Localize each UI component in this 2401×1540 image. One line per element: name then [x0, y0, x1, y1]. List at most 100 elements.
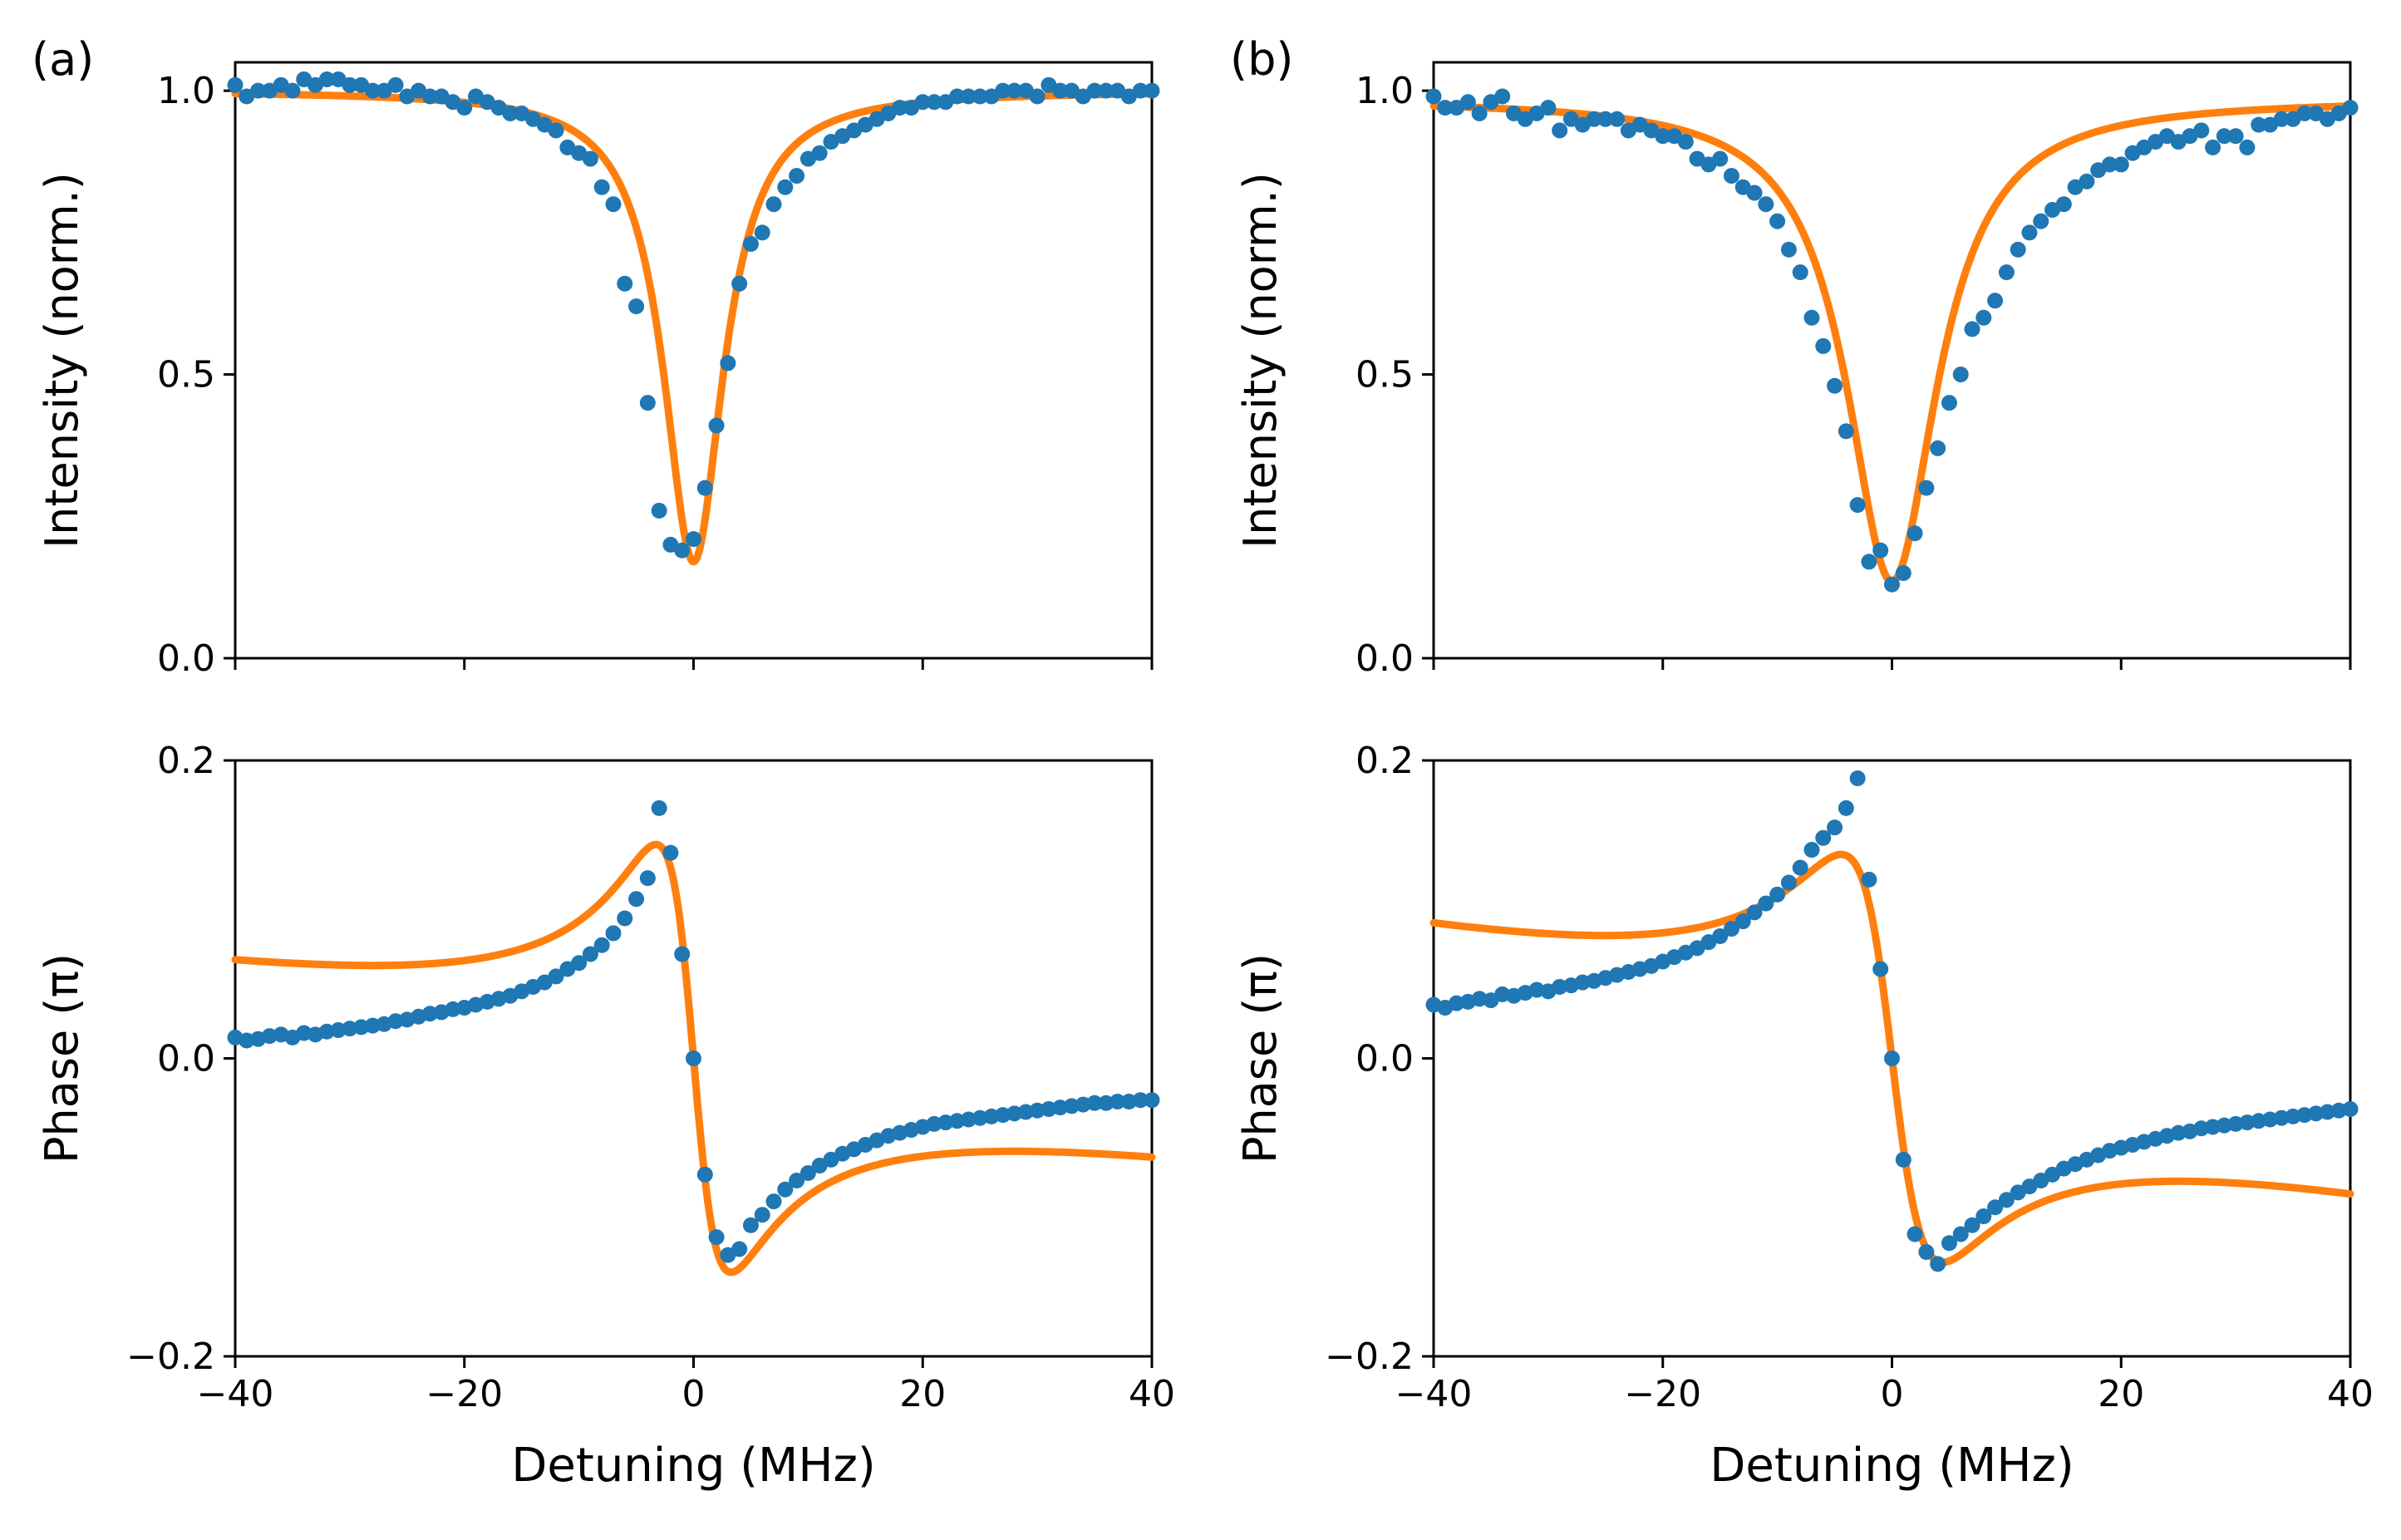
data-point [502, 105, 519, 121]
data-point [1780, 241, 1797, 258]
data-point [983, 1108, 1000, 1124]
data-point [1964, 321, 1980, 337]
data-point [892, 100, 908, 116]
plot-frame-0 [234, 61, 1154, 660]
data-point [1849, 497, 1866, 514]
x-tick-label: 0 [682, 1373, 706, 1415]
data-point [1574, 974, 1591, 991]
y-tick-label: 0.0 [157, 637, 215, 680]
y-tick-label: −0.2 [1325, 1336, 1414, 1378]
data-point [1872, 542, 1889, 558]
data-point [789, 1172, 805, 1188]
x-tick-label: −40 [1395, 1373, 1473, 1415]
data-point [342, 1021, 358, 1037]
data-point [2227, 128, 2244, 145]
data-point [342, 76, 358, 93]
data-point [1086, 1095, 1103, 1111]
data-point [674, 946, 691, 962]
data-point [2227, 1115, 2244, 1132]
data-point [1132, 1092, 1149, 1109]
data-point [686, 531, 701, 548]
data-point [1098, 1095, 1114, 1111]
data-point [1494, 986, 1511, 1002]
data-point [960, 1111, 977, 1128]
y-tick-label: 0.5 [157, 354, 215, 396]
data-point [777, 1181, 794, 1198]
data-point [651, 800, 667, 816]
data-point [1006, 1105, 1023, 1122]
data-point [674, 542, 691, 558]
data-point [2273, 111, 2290, 127]
data-point [1827, 819, 1843, 836]
data-point [445, 1001, 461, 1017]
x-axis-label: Detuning (MHz) [511, 1439, 875, 1493]
data-point [2193, 1120, 2210, 1137]
data-point [1746, 185, 1763, 201]
data-point [1907, 1226, 1923, 1242]
data-point [1063, 1098, 1080, 1114]
data-point [1597, 111, 1614, 127]
data-point [548, 968, 564, 985]
data-point [353, 1019, 370, 1036]
y-axis-label: Phase (π) [36, 953, 88, 1164]
y-axis-label: Phase (π) [1234, 953, 1287, 1164]
data-point [1930, 1256, 1946, 1272]
data-point [1017, 1104, 1034, 1120]
data-point [926, 94, 942, 111]
data-point [2296, 105, 2313, 121]
data-point [617, 910, 633, 927]
data-point [2319, 1104, 2335, 1120]
data-point [800, 1165, 816, 1182]
data-point [582, 946, 598, 962]
data-point [2273, 1109, 2290, 1126]
data-point [949, 1113, 966, 1129]
data-point [2079, 173, 2095, 189]
data-point [811, 145, 828, 161]
data-point [1861, 871, 1877, 888]
data-point [2296, 1107, 2313, 1124]
data-point [1471, 991, 1488, 1007]
data-point [1144, 1092, 1160, 1109]
data-point [1041, 1100, 1057, 1117]
data-point [1144, 82, 1160, 99]
data-point [1758, 895, 1774, 912]
data-point [1884, 1050, 1900, 1066]
data-point [1029, 88, 1046, 105]
data-point [296, 1025, 312, 1041]
data-point [1803, 309, 1820, 326]
data-point [777, 179, 794, 195]
data-point [1552, 978, 1568, 995]
data-point [1975, 1208, 1992, 1225]
data-point [1758, 196, 1774, 213]
data-point [2239, 139, 2256, 155]
data-point [1132, 82, 1149, 99]
data-point [1838, 800, 1854, 816]
data-point [318, 1023, 335, 1040]
data-point [742, 1217, 759, 1233]
data-point [1803, 842, 1820, 859]
data-point [2239, 1114, 2256, 1131]
data-point [1987, 1199, 2004, 1216]
data-point [1769, 213, 1786, 229]
data-point [1941, 1235, 1957, 1252]
data-point [2216, 128, 2232, 145]
data-point [1952, 367, 1969, 383]
data-point [1723, 921, 1739, 937]
data-point [2021, 224, 2038, 241]
data-point [1052, 82, 1069, 99]
data-point [1952, 1226, 1969, 1242]
data-point [1861, 554, 1877, 570]
data-point [754, 1207, 770, 1223]
x-tick-label: 20 [2098, 1373, 2144, 1415]
data-point [696, 1166, 713, 1183]
data-point [1780, 874, 1797, 891]
panel-label: (a) [32, 33, 94, 86]
y-tick-label: 1.0 [157, 70, 215, 112]
data-point [1895, 565, 1911, 582]
y-tick-label: 0.0 [157, 1038, 215, 1080]
y-axis-label: Intensity (norm.) [36, 172, 88, 549]
data-point [720, 355, 736, 371]
data-point [617, 275, 633, 292]
data-point [1471, 105, 1488, 121]
data-point [605, 925, 622, 942]
